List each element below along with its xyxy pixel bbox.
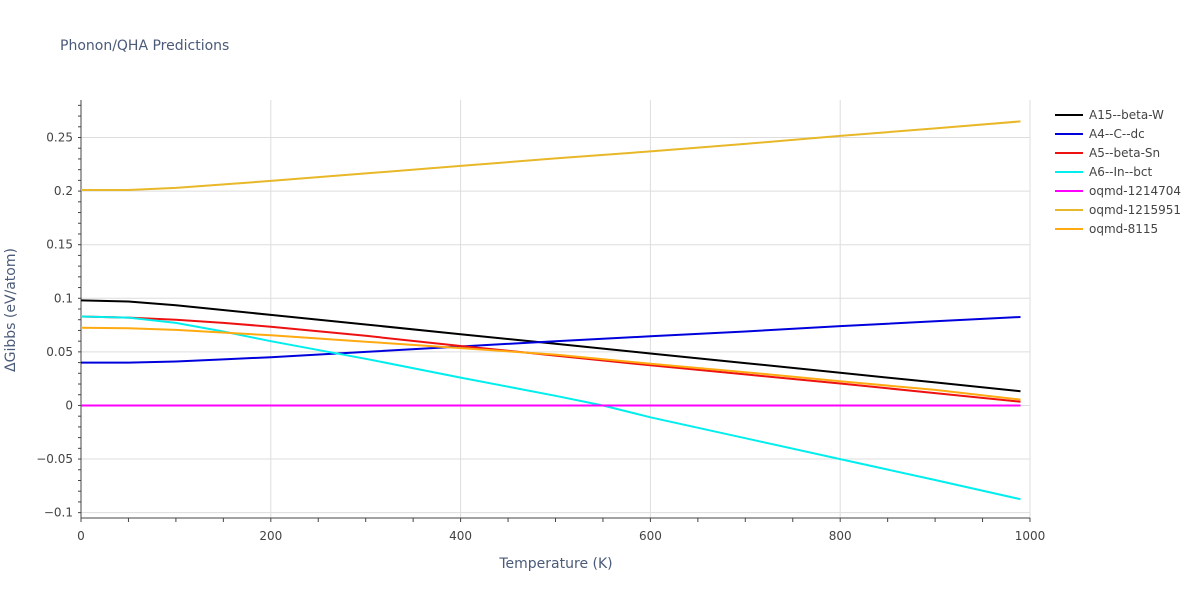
legend-item-A6--In--bct[interactable]: A6--In--bct [1055,165,1153,179]
legend-label: A6--In--bct [1089,165,1153,179]
y-axis-title: ΔGibbs (eV/atom) [3,248,19,372]
legend-label: A15--beta-W [1089,108,1164,122]
grid-layer [80,100,1031,518]
x-tick-label: 400 [449,529,472,543]
y-tick-label: −0.1 [44,506,73,520]
legend-item-A4--C--dc[interactable]: A4--C--dc [1055,127,1145,141]
y-tick-label: 0.2 [54,184,73,198]
x-tick-label: 600 [639,529,662,543]
y-tick-label: −0.05 [36,452,73,466]
x-axis-title: Temperature (K) [498,556,612,572]
series-line-A6--In--bct [80,315,1021,501]
axis-layer: 0 200 400 600 800 1000 −0.1 −0.05 0 0.05 0.1 0.15 0.… [36,100,1045,543]
series-line-oqmd-8115 [80,326,1021,401]
legend-label: oqmd-8115 [1089,222,1158,236]
x-tick-label: 0 [77,529,85,543]
x-tick-label: 1000 [1015,529,1046,543]
y-tick-label: 0.1 [54,291,73,305]
series-layer [80,120,1021,501]
series-line-A5--beta-Sn [80,315,1021,403]
legend-item-A15--beta-W[interactable]: A15--beta-W [1055,108,1164,122]
legend-item-A5--beta-Sn[interactable]: A5--beta-Sn [1055,146,1160,160]
legend-item-oqmd-1215951[interactable]: oqmd-1215951 [1055,203,1181,217]
legend-label: oqmd-1215951 [1089,203,1181,217]
y-tick-label: 0 [65,398,73,412]
x-tick-label: 200 [259,529,282,543]
y-tick-label: 0.25 [46,131,73,145]
x-tick-label: 800 [829,529,852,543]
chart-title: Phonon/QHA Predictions [60,38,229,54]
legend-label: A4--C--dc [1089,127,1145,141]
legend[interactable]: A15--beta-W A4--C--dc A5--beta-Sn A6--In--b… [1055,108,1181,236]
legend-label: A5--beta-Sn [1089,146,1160,160]
y-tick-label: 0.15 [46,238,73,252]
series-line-oqmd-1215951 [81,120,1021,191]
legend-item-oqmd-1214704[interactable]: oqmd-1214704 [1055,184,1181,198]
y-tick-label: 0.05 [46,345,73,359]
legend-item-oqmd-8115[interactable]: oqmd-8115 [1055,222,1158,236]
series-line-A15--beta-W [80,299,1021,393]
legend-label: oqmd-1214704 [1089,184,1181,198]
